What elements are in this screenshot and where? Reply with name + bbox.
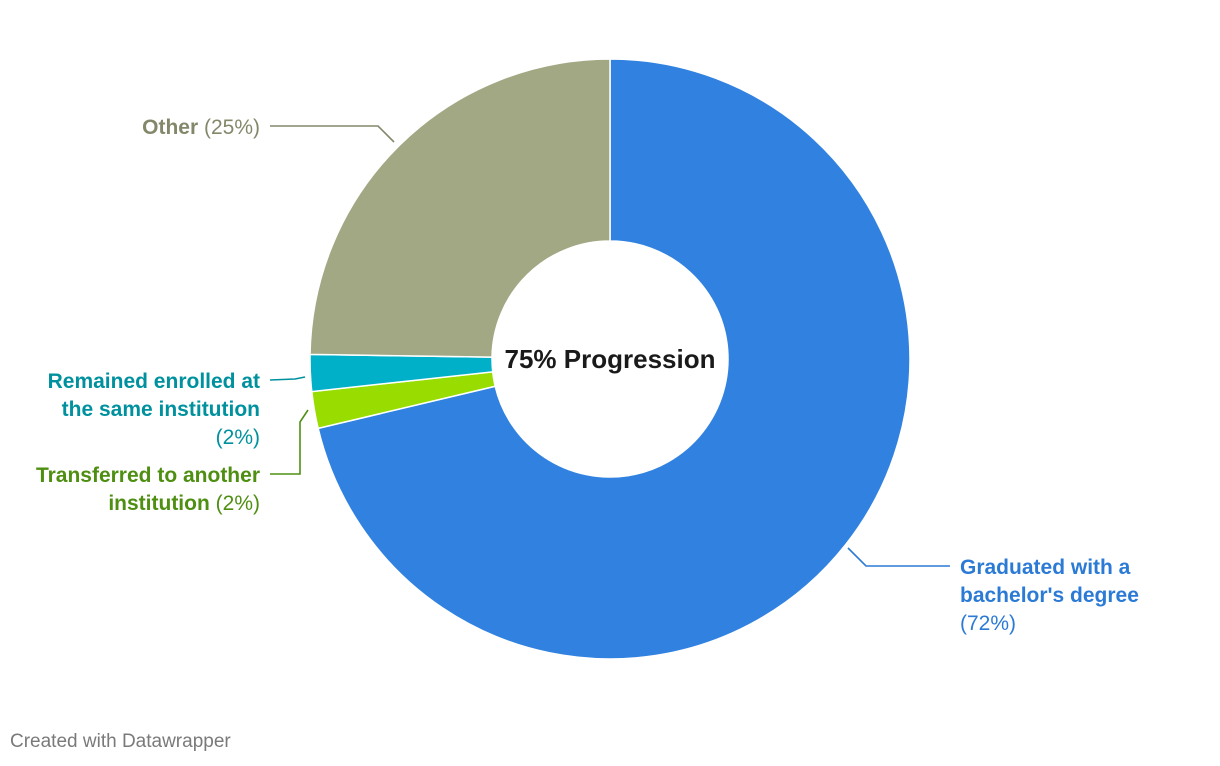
leader-lines bbox=[269, 125, 950, 567]
slice-label-line: the same institution bbox=[62, 398, 260, 421]
slice-label-3: Remained enrolled at the same institution… bbox=[48, 370, 260, 449]
slice-labels: Graduated with a bachelor's degree (72%) Tr… bbox=[36, 116, 1139, 635]
leader-line-4 bbox=[270, 125, 395, 143]
slice-percent: (2%) bbox=[210, 492, 260, 515]
slice-label-4: Other (25%) bbox=[142, 116, 260, 139]
slice-label-line: institution bbox=[108, 492, 209, 515]
center-label: 75% Progression bbox=[505, 344, 716, 374]
slice-percent: (2%) bbox=[216, 426, 260, 449]
slice-percent: (72%) bbox=[960, 612, 1016, 635]
slice-label-line: Graduated with a bbox=[960, 556, 1131, 579]
slice-1 bbox=[317, 58, 911, 660]
slice-label-line: Remained enrolled at bbox=[48, 370, 260, 393]
slice-label-line: bachelor's degree bbox=[960, 584, 1139, 607]
slice-label-line: Other bbox=[142, 116, 198, 139]
donut-slices bbox=[309, 58, 911, 660]
slice-label-line: Transferred to another bbox=[36, 464, 260, 487]
slice-label-2: Transferred to another institution (2%) bbox=[36, 464, 260, 515]
slice-percent: (25%) bbox=[198, 116, 260, 139]
leader-line-1 bbox=[847, 547, 950, 567]
leader-line-2 bbox=[270, 409, 309, 475]
slice-4 bbox=[309, 58, 611, 358]
leader-line-3 bbox=[269, 376, 306, 381]
footer-credit: Created with Datawrapper bbox=[10, 731, 231, 752]
slice-label-1: Graduated with a bachelor's degree (72%) bbox=[960, 556, 1139, 635]
